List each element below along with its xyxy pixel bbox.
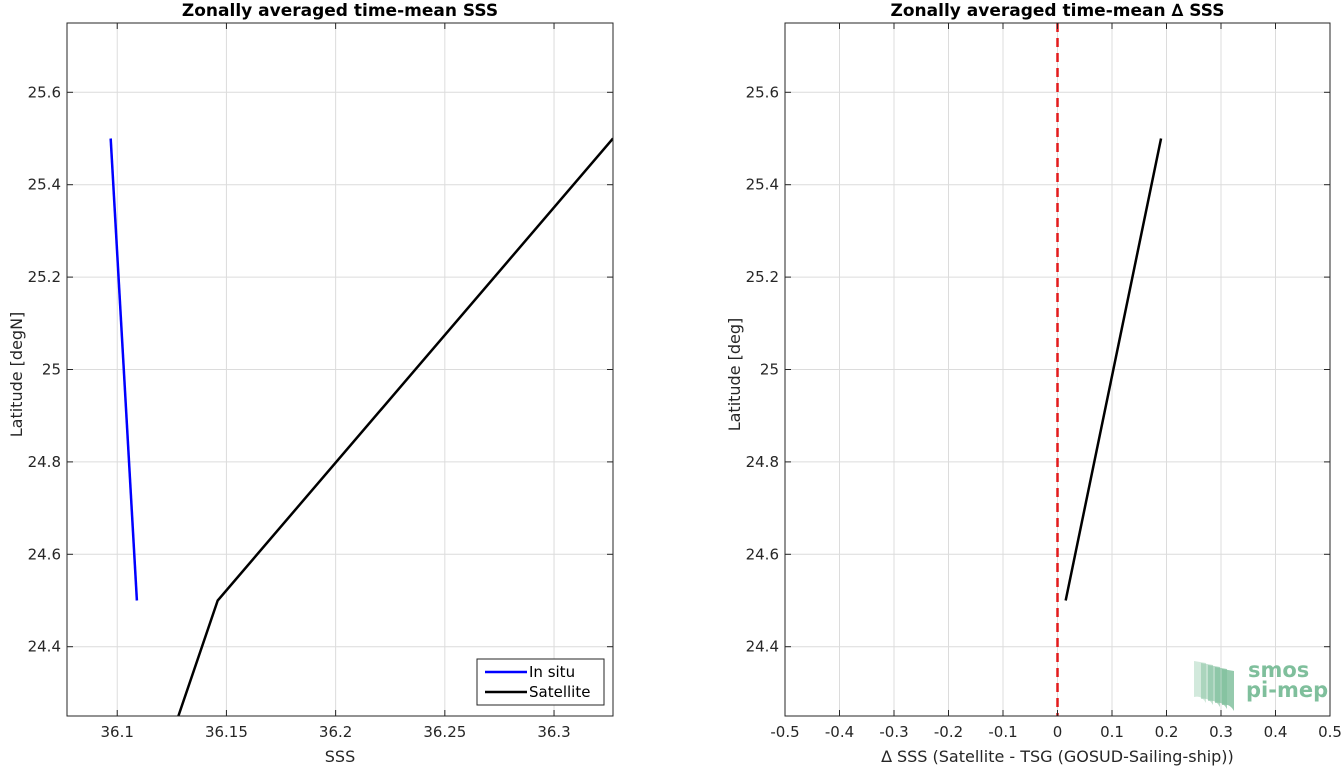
y-tick-label: 25.6 — [28, 83, 61, 101]
series-line-in-situ — [109, 138, 139, 601]
x-axis-label: ∆ SSS (Satellite - TSG (GOSUD-Sailing-sh… — [880, 747, 1234, 766]
logo-wave-mark — [1194, 661, 1206, 703]
y-tick-label: 24.6 — [746, 545, 779, 563]
x-axis-label: SSS — [325, 747, 355, 766]
x-tick-label: 0.2 — [1155, 723, 1179, 741]
y-tick-label: 25 — [760, 361, 779, 379]
x-tick-label: -0.1 — [988, 723, 1017, 741]
chart-title: Zonally averaged time-mean ∆ SSS — [891, 1, 1225, 21]
x-tick-label: 0.3 — [1209, 723, 1233, 741]
x-tick-label: 0.4 — [1264, 723, 1288, 741]
x-tick-label: -0.5 — [770, 723, 799, 741]
legend-label-in-situ: In situ — [529, 663, 575, 681]
x-tick-label: 36.1 — [101, 723, 134, 741]
y-axis-label: Latitude [degN] — [7, 312, 26, 438]
x-tick-label: -0.3 — [879, 723, 908, 741]
y-tick-label: 25.4 — [28, 176, 61, 194]
y-tick-label: 25.2 — [746, 268, 779, 286]
y-tick-label: 25.2 — [28, 268, 61, 286]
logo-text-bottom: pi-mep — [1246, 678, 1328, 702]
y-axis-label: Latitude [deg] — [725, 318, 744, 432]
series-line-delta-sss — [1064, 138, 1163, 601]
y-tick-label: 24.8 — [746, 453, 779, 471]
legend: In situ Satellite — [476, 658, 605, 706]
x-tick-label: -0.2 — [934, 723, 963, 741]
right-panel-delta-sss: -0.5 -0.4 -0.3 -0.2 -0.1 0 0.1 0.2 0.3 0.4 0.5 24.4… — [725, 1, 1342, 766]
legend-box — [476, 658, 605, 706]
x-tick-label: 36.25 — [423, 723, 466, 741]
series-line-satellite — [177, 137, 613, 716]
x-tick-label: 36.15 — [205, 723, 248, 741]
y-tick-label: 24.4 — [28, 638, 61, 656]
logo-text-top: smos — [1248, 658, 1309, 682]
x-tick-label: 0.5 — [1318, 723, 1342, 741]
x-tick-label: 36.3 — [537, 723, 570, 741]
left-panel-sss: 36.1 36.15 36.2 36.25 36.3 24.4 24.6 24.8 25 25.2… — [7, 1, 614, 766]
y-tick-label: 24.6 — [28, 545, 61, 563]
y-tick-label: 25.4 — [746, 176, 779, 194]
logo-wave-mark — [1222, 669, 1234, 711]
y-tick-label: 25.6 — [746, 83, 779, 101]
x-tick-label: -0.4 — [825, 723, 854, 741]
y-tick-label: 24.4 — [746, 638, 779, 656]
y-tick-label: 25 — [42, 361, 61, 379]
legend-label-satellite: Satellite — [529, 683, 590, 701]
chart-title: Zonally averaged time-mean SSS — [182, 1, 498, 21]
y-tick-label: 24.8 — [28, 453, 61, 471]
x-tick-label: 0.1 — [1100, 723, 1124, 741]
x-tick-label: 0 — [1053, 723, 1063, 741]
x-tick-label: 36.2 — [319, 723, 352, 741]
